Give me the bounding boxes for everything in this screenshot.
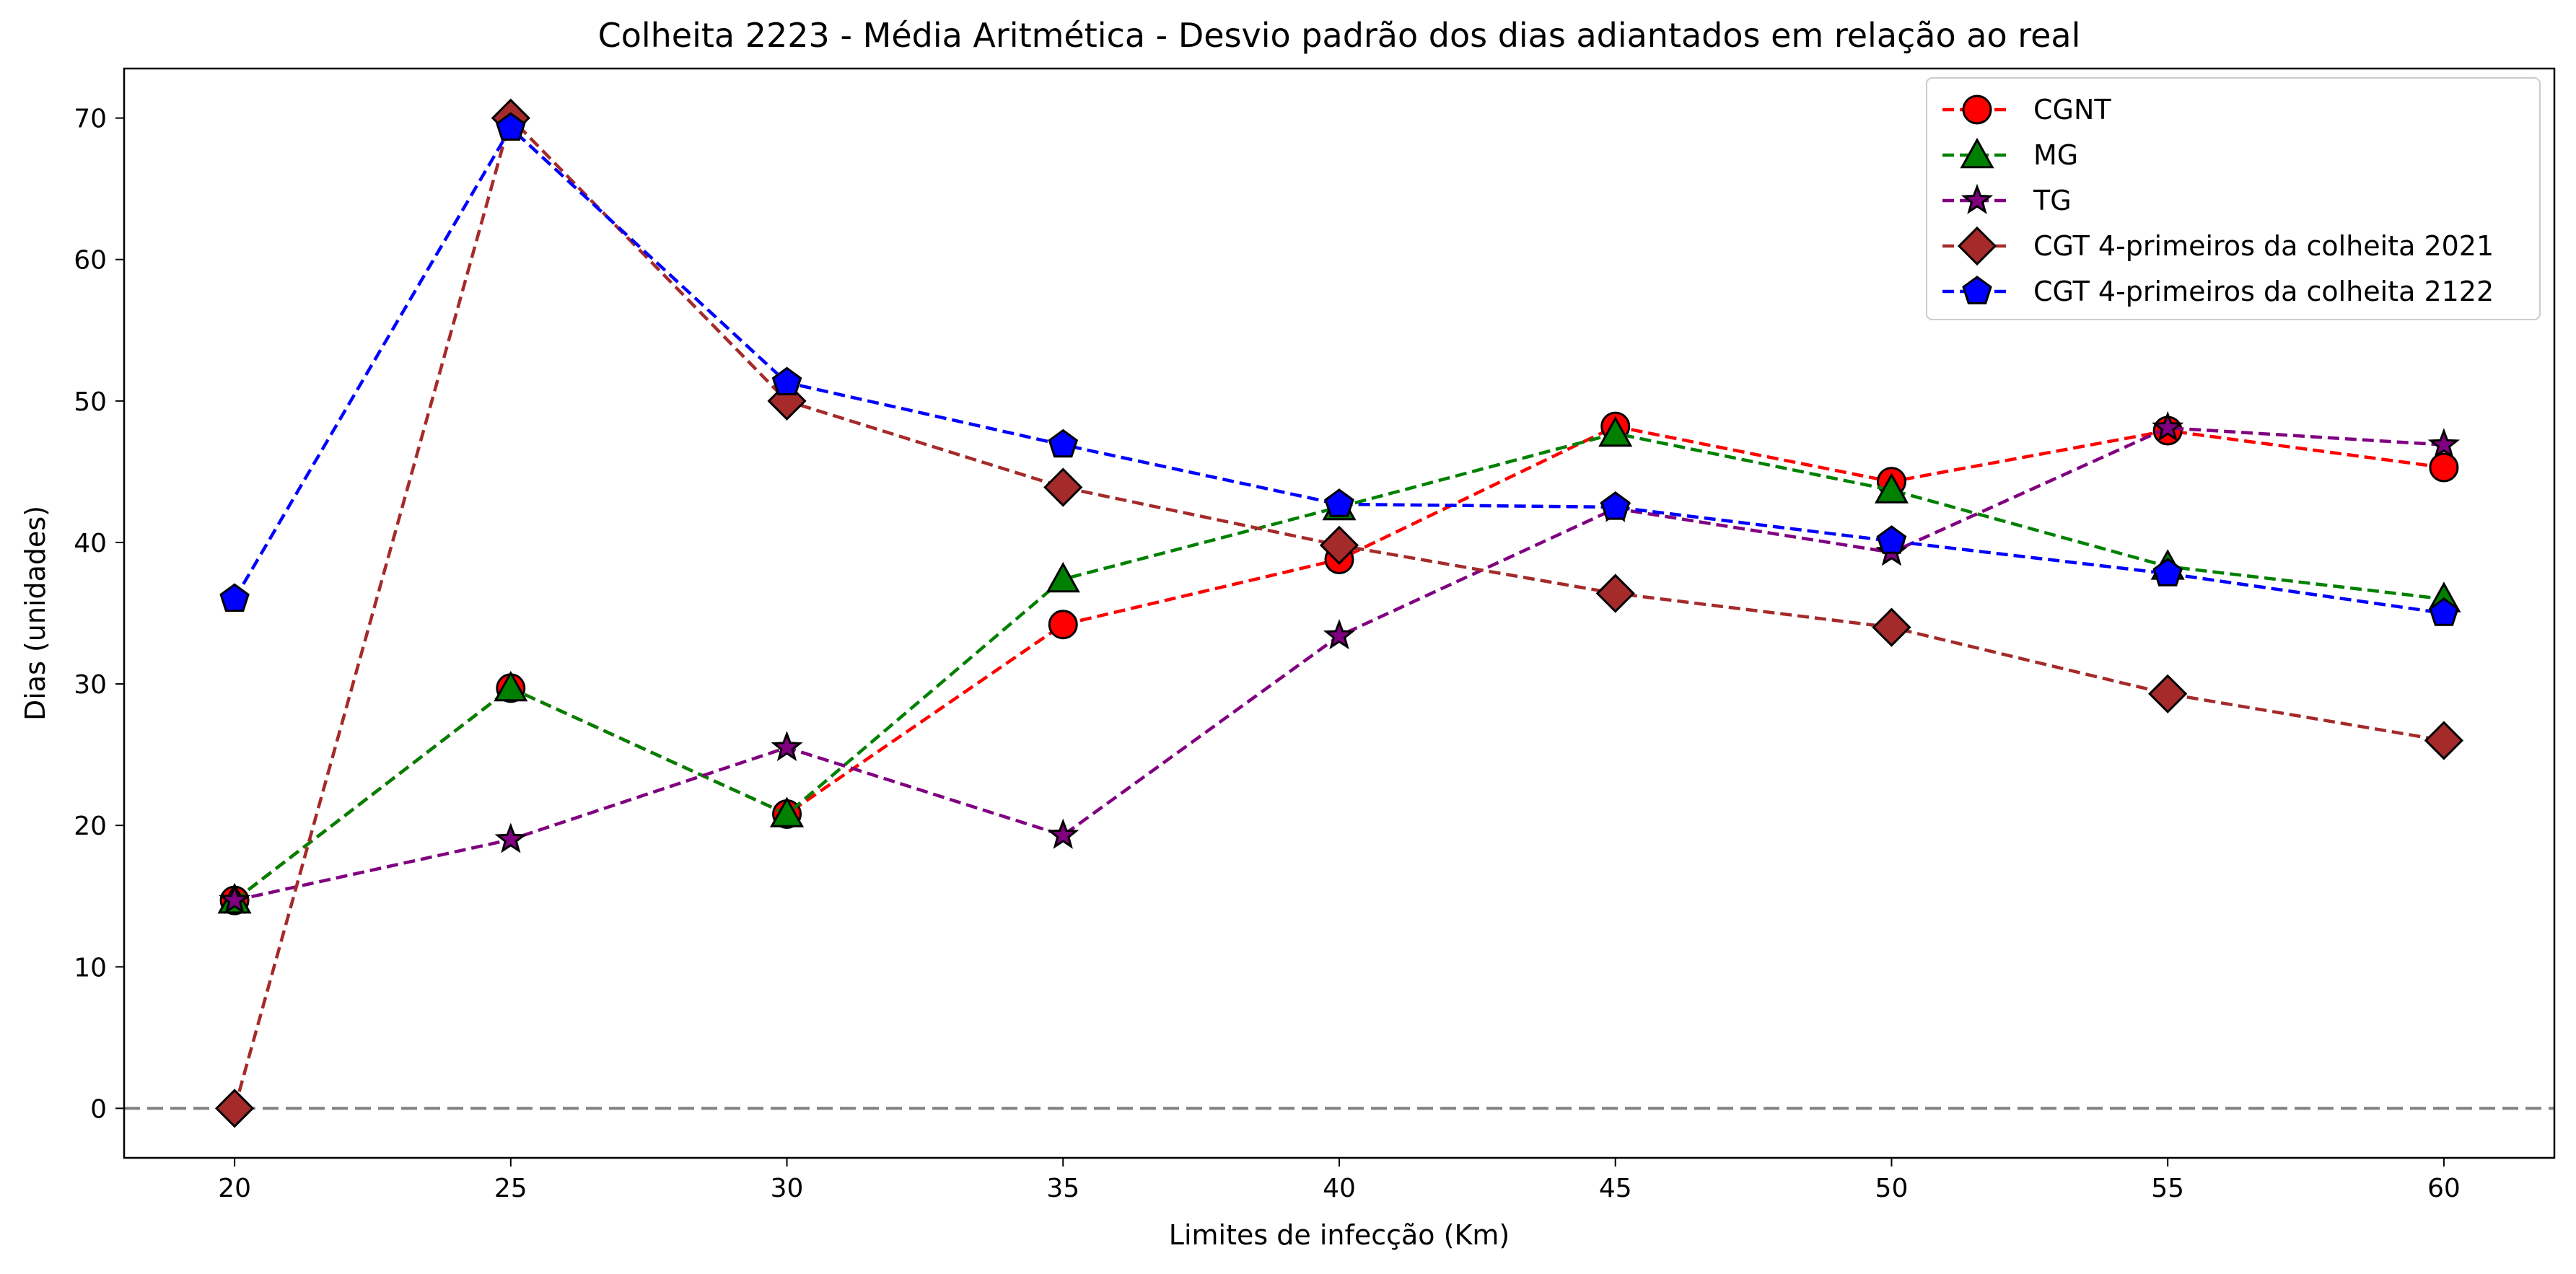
- y-tick-label: 50: [74, 387, 107, 417]
- legend-box: [1926, 77, 2541, 320]
- legend: CGNT MG TG CGT 4-primeiros da colheita 2021…: [1926, 77, 2541, 320]
- data-point-star: [1047, 818, 1079, 849]
- legend-marker-pentagon: [1962, 276, 1992, 304]
- series-tg: [218, 410, 2461, 914]
- chart-title: Colheita 2223 - Média Aritmética - Desvi…: [598, 16, 2081, 55]
- plot-area: 20 25 30 35 40 45 50 55 60 0 10 20 30 40 50 60 70: [74, 67, 2556, 1203]
- data-point-star: [494, 822, 527, 853]
- data-point-diamond: [1872, 607, 1911, 647]
- data-point-pentagon: [496, 112, 526, 141]
- legend-marker-circle: [1962, 95, 1992, 125]
- x-tick-label: 60: [2427, 1174, 2461, 1203]
- data-point-triangle: [494, 670, 528, 702]
- x-tick-label: 30: [771, 1174, 804, 1203]
- data-point-diamond: [1595, 574, 1635, 613]
- y-axis-label: Dias (unidades): [19, 506, 51, 721]
- legend-item-mg: MG: [1942, 137, 2078, 171]
- data-point-diamond: [1043, 467, 1083, 507]
- legend-item-cgt-4-primeiros-da-colheita-2122: CGT 4-primeiros da colheita 2122: [1942, 276, 2494, 307]
- data-point-pentagon: [1876, 525, 1907, 554]
- data-point-diamond: [214, 1089, 255, 1128]
- data-point-diamond: [2148, 674, 2188, 713]
- legend-marker-diamond: [1957, 226, 1997, 266]
- data-point-star: [771, 731, 803, 762]
- series-cgt-4-primeiros-da-colheita-2122: [219, 112, 2459, 626]
- series-line: [233, 125, 2445, 615]
- legend-marker-star: [1961, 183, 1994, 214]
- legend-item-cgnt: CGNT: [1942, 94, 2111, 126]
- legend-item-cgt-4-primeiros-da-colheita-2021: CGT 4-primeiros da colheita 2021: [1942, 226, 2494, 266]
- x-tick-label: 50: [1875, 1174, 1909, 1203]
- legend-label: CGT 4-primeiros da colheita 2122: [2033, 276, 2494, 307]
- x-tick-label: 40: [1323, 1174, 1356, 1203]
- legend-item-tg: TG: [1942, 183, 2072, 216]
- data-point-circle: [2429, 452, 2459, 483]
- y-tick-label: 0: [90, 1094, 107, 1124]
- data-point-star: [218, 883, 251, 914]
- data-point-pentagon: [2429, 597, 2459, 626]
- data-point-star: [2427, 428, 2461, 459]
- data-point-triangle: [1874, 473, 1909, 504]
- legend-label: TG: [2033, 185, 2072, 216]
- data-point-circle: [1048, 610, 1078, 640]
- data-point-pentagon: [771, 366, 802, 395]
- data-point-star: [2152, 410, 2184, 441]
- data-point-pentagon: [2152, 558, 2183, 587]
- y-tick-label: 60: [74, 246, 107, 276]
- x-tick-label: 35: [1046, 1174, 1079, 1203]
- legend-marker-triangle: [1960, 137, 1994, 169]
- data-point-pentagon: [1324, 488, 1354, 517]
- x-tick-label: 20: [218, 1174, 251, 1203]
- data-point-triangle: [769, 796, 805, 827]
- data-point-star: [1323, 619, 1356, 650]
- legend-label: CGNT: [2033, 94, 2111, 126]
- x-tick-label: 25: [494, 1174, 527, 1203]
- x-tick-label: 55: [2151, 1174, 2184, 1203]
- data-point-pentagon: [1048, 429, 1079, 458]
- series-cgnt: [219, 411, 2459, 915]
- legend-label: MG: [2033, 139, 2078, 171]
- y-tick-label: 20: [74, 812, 107, 841]
- y-tick-label: 30: [74, 670, 107, 700]
- data-point-triangle: [1598, 416, 1633, 447]
- y-tick-label: 70: [74, 105, 107, 134]
- data-point-pentagon: [219, 583, 250, 612]
- x-tick-label: 45: [1599, 1174, 1632, 1203]
- x-axis-label: Limites de infecção (Km): [1169, 1219, 1510, 1251]
- data-point-diamond: [2424, 721, 2464, 760]
- y-tick-label: 40: [74, 529, 107, 558]
- y-tick-label: 10: [74, 953, 107, 983]
- data-point-triangle: [1046, 561, 1080, 593]
- data-point-pentagon: [1600, 491, 1631, 520]
- plot-frame: [123, 67, 2556, 1159]
- legend-label: CGT 4-primeiros da colheita 2021: [2033, 230, 2494, 262]
- data-point-diamond: [1319, 525, 1359, 565]
